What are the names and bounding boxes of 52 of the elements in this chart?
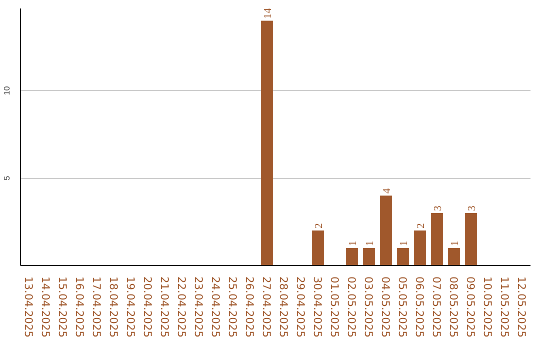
x-tick-label: 19.04.2025 bbox=[124, 276, 137, 338]
bar bbox=[414, 230, 426, 266]
x-tick-label: 17.04.2025 bbox=[90, 276, 103, 338]
data-label: 1 bbox=[450, 240, 461, 246]
data-label: 4 bbox=[382, 188, 393, 194]
bar bbox=[346, 248, 358, 266]
x-tick-label: 07.05.2025 bbox=[430, 276, 443, 338]
x-tick-label: 28.04.2025 bbox=[277, 276, 290, 338]
x-tick-label: 05.05.2025 bbox=[396, 276, 409, 338]
x-tick-label: 29.04.2025 bbox=[294, 276, 307, 338]
x-tick-label: 11.05.2025 bbox=[498, 276, 511, 338]
bar bbox=[312, 230, 324, 266]
y-tick-label: 10 bbox=[2, 86, 12, 96]
x-tick-label: 06.05.2025 bbox=[413, 276, 426, 338]
x-tick-label: 30.04.2025 bbox=[311, 276, 324, 338]
data-label: 1 bbox=[365, 240, 376, 246]
data-label: 14 bbox=[263, 7, 274, 19]
data-label: 1 bbox=[399, 240, 410, 246]
bar bbox=[397, 248, 409, 266]
x-tick-label: 23.04.2025 bbox=[192, 276, 205, 338]
bar bbox=[380, 196, 392, 266]
bar bbox=[465, 213, 477, 266]
x-tick-label: 25.04.2025 bbox=[226, 276, 239, 338]
x-tick-label: 14.04.2025 bbox=[39, 276, 52, 338]
x-tick-label: 10.05.2025 bbox=[481, 276, 494, 338]
x-tick-label: 03.05.2025 bbox=[362, 276, 375, 338]
x-tick-label: 02.05.2025 bbox=[345, 276, 358, 338]
data-label: 3 bbox=[433, 206, 444, 212]
data-label: 1 bbox=[348, 240, 359, 246]
data-label: 2 bbox=[314, 223, 325, 229]
x-tick-label: 16.04.2025 bbox=[73, 276, 86, 338]
bar bbox=[431, 213, 443, 266]
x-tick-label: 18.04.2025 bbox=[107, 276, 120, 338]
x-tick-label: 20.04.2025 bbox=[141, 276, 154, 338]
x-tick-label: 27.04.2025 bbox=[260, 276, 273, 338]
x-tick-label: 01.05.2025 bbox=[328, 276, 341, 338]
x-tick-label: 12.05.2025 bbox=[515, 276, 528, 338]
x-tick-label: 04.05.2025 bbox=[379, 276, 392, 338]
x-tick-label: 15.04.2025 bbox=[56, 276, 69, 338]
x-tick-label: 24.04.2025 bbox=[209, 276, 222, 338]
y-tick-label: 5 bbox=[2, 175, 12, 180]
x-tick-label: 22.04.2025 bbox=[175, 276, 188, 338]
x-tick-label: 08.05.2025 bbox=[447, 276, 460, 338]
x-tick-label: 13.04.2025 bbox=[22, 276, 35, 338]
x-tick-label: 21.04.2025 bbox=[158, 276, 171, 338]
x-tick-label: 26.04.2025 bbox=[243, 276, 256, 338]
bar bbox=[448, 248, 460, 266]
bar bbox=[363, 248, 375, 266]
bar bbox=[261, 20, 273, 266]
x-tick-label: 09.05.2025 bbox=[464, 276, 477, 338]
data-label: 3 bbox=[467, 206, 478, 212]
data-label: 2 bbox=[416, 223, 427, 229]
